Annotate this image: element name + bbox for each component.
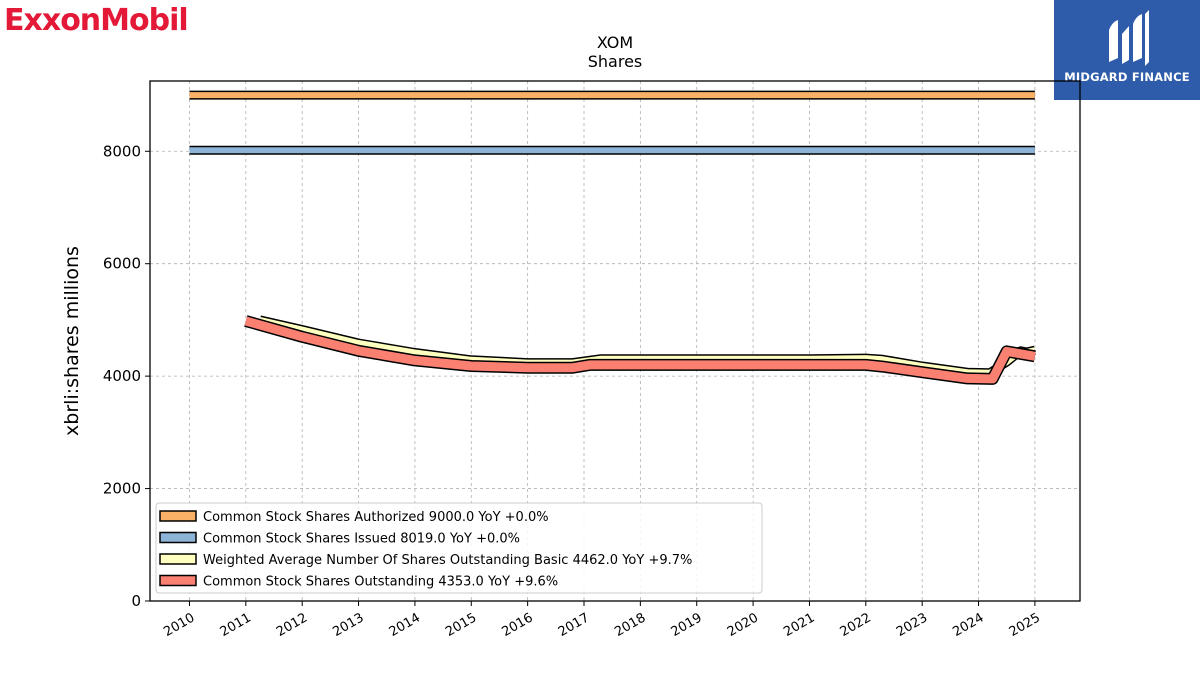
legend-swatch-3 xyxy=(159,574,197,587)
midgard-finance-emblem-icon xyxy=(1109,10,1149,66)
midgard-finance-watermark: MIDGARD FINANCE xyxy=(1054,0,1200,100)
y-tick-label: 4000 xyxy=(103,367,141,385)
y-tick-label: 2000 xyxy=(103,480,141,498)
x-tick-label: 2015 xyxy=(443,610,479,640)
x-tick-label: 2022 xyxy=(838,610,874,640)
x-tick-label: 2021 xyxy=(781,610,817,640)
x-tick-label: 2023 xyxy=(894,610,930,640)
x-tick-label: 2025 xyxy=(1007,610,1043,640)
y-axis-label: xbrli:shares millions xyxy=(61,246,83,436)
legend-box xyxy=(155,502,763,594)
x-tick-label: 2020 xyxy=(725,610,761,640)
y-tick-label: 6000 xyxy=(103,255,141,273)
x-tick-label: 2010 xyxy=(161,610,197,640)
y-tick-label: 8000 xyxy=(103,142,141,160)
x-tick-label: 2012 xyxy=(274,610,310,640)
x-tick-label: 2011 xyxy=(218,610,254,640)
legend-swatch-1 xyxy=(159,531,197,544)
exxonmobil-logo: ExxonMobil xyxy=(4,3,189,38)
legend-label-0: Common Stock Shares Authorized 9000.0 Yo… xyxy=(203,510,549,525)
x-tick-label: 2014 xyxy=(387,610,423,640)
chart-title: XOM xyxy=(597,33,633,52)
legend-label-2: Weighted Average Number Of Shares Outsta… xyxy=(203,553,692,568)
series-line-3 xyxy=(244,316,1036,384)
watermark-label: MIDGARD FINANCE xyxy=(1064,70,1190,84)
x-tick-label: 2016 xyxy=(499,610,535,640)
legend-swatch-0 xyxy=(159,510,197,522)
legend-label-3: Common Stock Shares Outstanding 4353.0 Y… xyxy=(203,575,558,590)
chart-subtitle: Shares xyxy=(588,52,643,71)
x-tick-label: 2018 xyxy=(612,610,648,640)
legend-swatch-2 xyxy=(159,553,197,565)
x-tick-label: 2013 xyxy=(330,610,366,640)
plot-frame xyxy=(149,80,1081,602)
brand-logo-text: ExxonMobil xyxy=(4,3,188,38)
y-tick-label: 0 xyxy=(131,592,141,610)
x-tick-label: 2024 xyxy=(950,610,986,640)
x-tick-label: 2017 xyxy=(556,610,592,640)
x-tick-label: 2019 xyxy=(669,610,705,640)
legend-label-1: Common Stock Shares Issued 8019.0 YoY +0… xyxy=(203,532,520,547)
